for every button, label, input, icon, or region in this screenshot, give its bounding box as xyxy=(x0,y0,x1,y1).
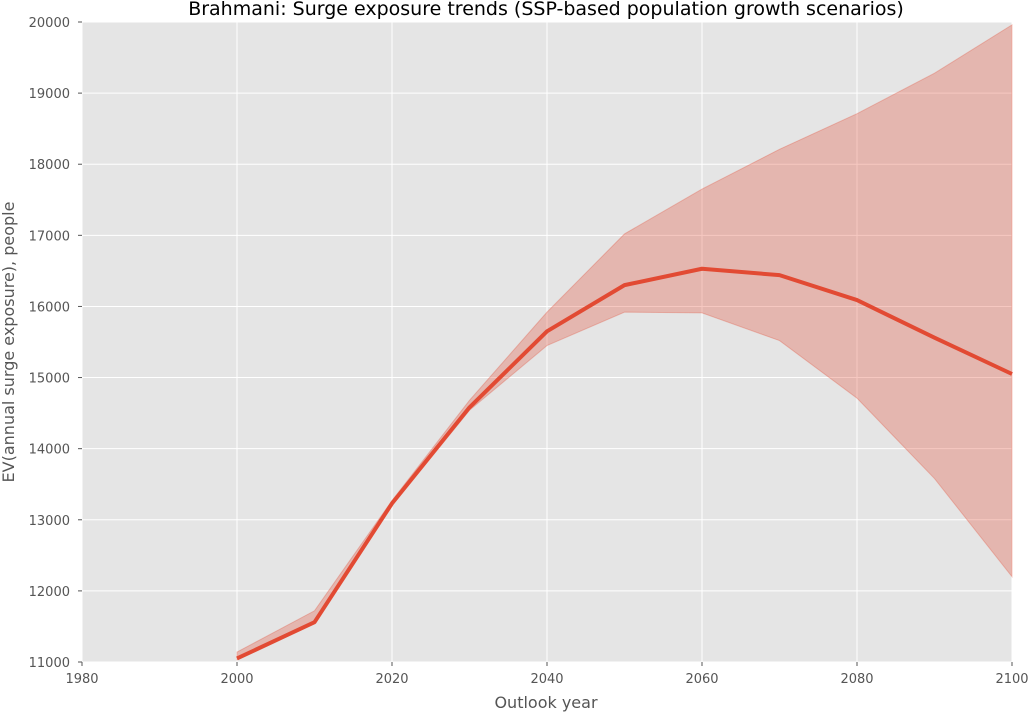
y-tick-label: 15000 xyxy=(29,372,70,387)
y-tick-label: 19000 xyxy=(29,87,70,102)
x-tick-label: 1980 xyxy=(65,672,98,687)
x-tick-label: 2060 xyxy=(685,672,718,687)
y-tick-label: 11000 xyxy=(29,656,70,671)
x-axis: 1980 2000 2020 2040 2060 2080 2100 xyxy=(65,662,1028,687)
x-tick-label: 2100 xyxy=(995,672,1028,687)
y-tick-label: 13000 xyxy=(29,514,70,529)
y-tick-label: 20000 xyxy=(29,16,70,31)
series-line-group xyxy=(236,266,1013,661)
y-tick-label: 17000 xyxy=(29,229,70,244)
x-tick-label: 2080 xyxy=(840,672,873,687)
x-tick-label: 2020 xyxy=(375,672,408,687)
series-line xyxy=(236,266,1013,661)
y-axis-label: EV(annual surge exposure), people xyxy=(0,202,18,483)
y-axis: 11000 12000 13000 14000 15000 16000 17000 18000… xyxy=(29,16,82,671)
x-tick-label: 2000 xyxy=(220,672,253,687)
y-tick-label: 14000 xyxy=(29,443,70,458)
x-tick-label: 2040 xyxy=(530,672,563,687)
y-tick-label: 18000 xyxy=(29,158,70,173)
y-tick-label: 12000 xyxy=(29,585,70,600)
chart-title: Brahmani: Surge exposure trends (SSP-bas… xyxy=(188,0,904,20)
y-tick-label: 16000 xyxy=(29,300,70,315)
x-axis-label: Outlook year xyxy=(494,693,598,712)
